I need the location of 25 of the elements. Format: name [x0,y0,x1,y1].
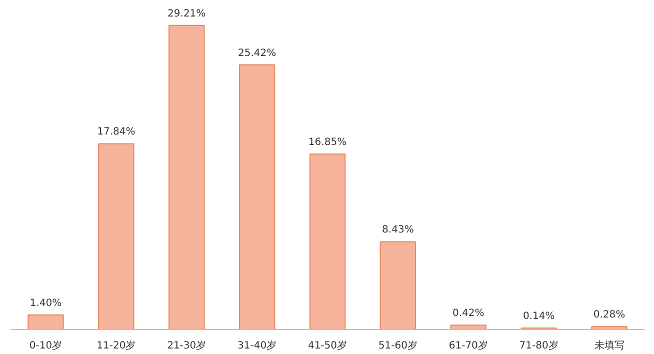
bar [28,314,64,330]
data-label: 1.40% [30,298,62,309]
data-label: 17.84% [97,126,136,138]
x-tick-label: 31-40岁 [238,340,277,352]
x-tick-label: 0-10岁 [29,340,62,352]
x-tick-label: 51-60岁 [378,340,418,352]
data-label: 0.14% [522,311,555,322]
bar [450,324,486,330]
bar [98,143,134,330]
bar [168,24,205,330]
data-label: 0.28% [593,310,626,321]
data-label: 25.42% [238,48,276,59]
x-tick-label: 71-80岁 [519,340,558,352]
bar [380,241,416,330]
data-label: 0.42% [452,308,484,320]
bar [309,154,346,330]
data-label: 8.43% [382,224,414,236]
x-tick-label: 41-50岁 [308,340,348,352]
x-tick-label: 未填写 [594,340,624,352]
data-label: 29.21% [168,8,206,20]
bar [238,64,276,330]
x-tick-label: 21-30岁 [167,340,206,352]
x-tick-label: 61-70岁 [448,340,488,352]
data-label: 16.85% [308,137,347,148]
x-tick-label: 11-20岁 [96,340,136,352]
